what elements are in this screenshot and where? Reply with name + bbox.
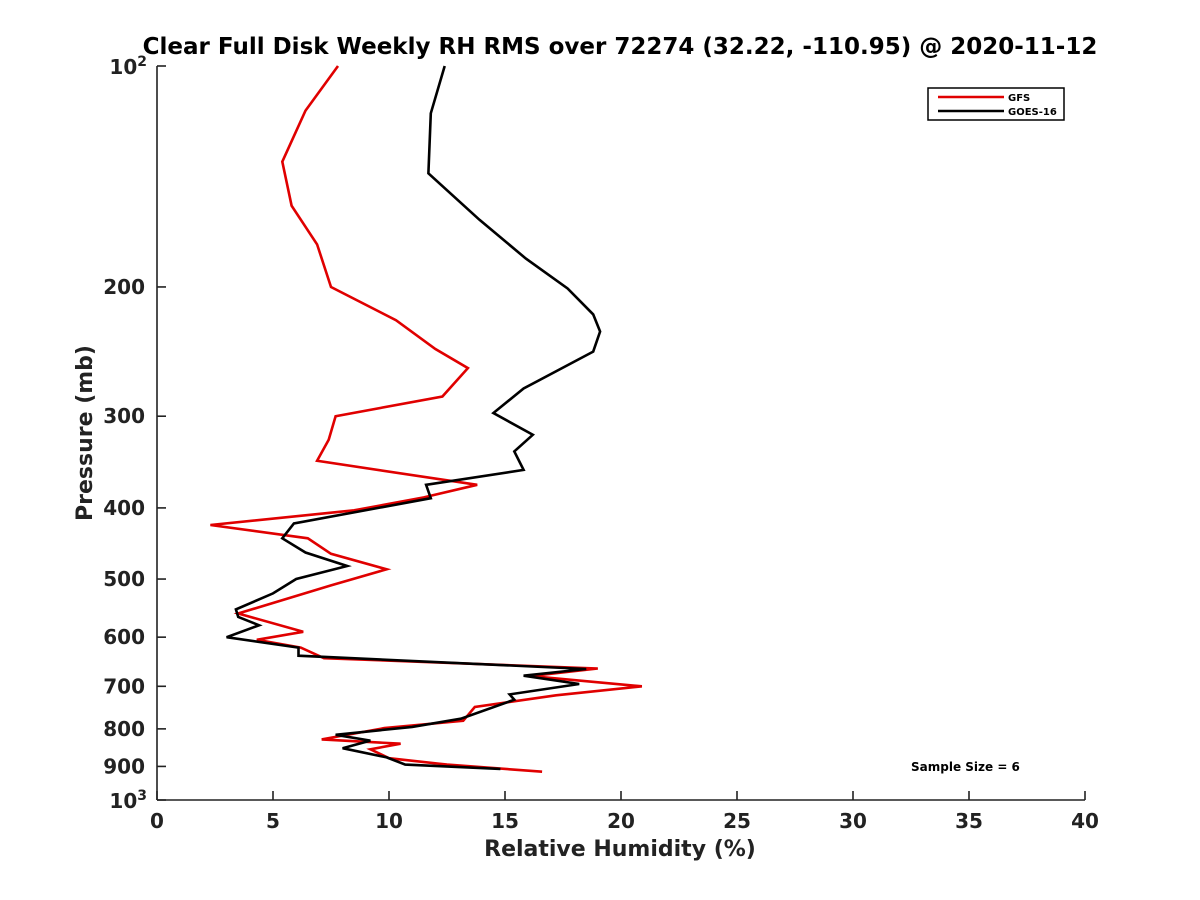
x-tick-label: 25 [723,809,751,833]
legend: GFS GOES-16 [927,87,1065,121]
y-tick-label-exponent: 3 [137,788,147,804]
y-tick-label-exponent: 2 [137,54,147,70]
y-axis-label: Pressure (mb) [73,345,98,521]
legend-label-gfs: GFS [1008,93,1030,104]
legend-box [927,87,1065,121]
x-tick-label: 40 [1071,809,1099,833]
legend-label-goes16: GOES-16 [1008,107,1057,118]
x-tick-label: 15 [491,809,519,833]
y-tick-label: 300 [103,404,145,428]
sample-size-annotation: Sample Size = 6 [911,760,1020,774]
y-tick-label: 600 [103,625,145,649]
y-tick-label: 103 [109,788,147,813]
x-tick-label: 20 [607,809,635,833]
x-tick-label: 0 [150,809,164,833]
x-tick-label: 10 [375,809,403,833]
x-tick-label: 35 [955,809,983,833]
series-line-gfs [210,65,643,773]
series-line-goes16 [226,65,602,771]
y-tick-label: 400 [103,496,145,520]
y-tick-label: 500 [103,567,145,591]
plot-area: 0 5 10 15 20 25 30 35 40102200300400500600700800… [103,54,1099,833]
y-tick-label: 200 [103,275,145,299]
y-tick-label: 102 [109,54,147,79]
y-tick-label: 800 [103,717,145,741]
y-tick-label-base: 10 [109,789,137,813]
x-tick-label: 5 [266,809,280,833]
y-tick-label-base: 10 [109,55,137,79]
y-tick-label: 900 [103,754,145,778]
chart-title: Clear Full Disk Weekly RH RMS over 72274… [143,34,1098,60]
x-axis-label: Relative Humidity (%) [484,837,756,862]
x-tick-label: 30 [839,809,867,833]
y-tick-label: 700 [103,674,145,698]
